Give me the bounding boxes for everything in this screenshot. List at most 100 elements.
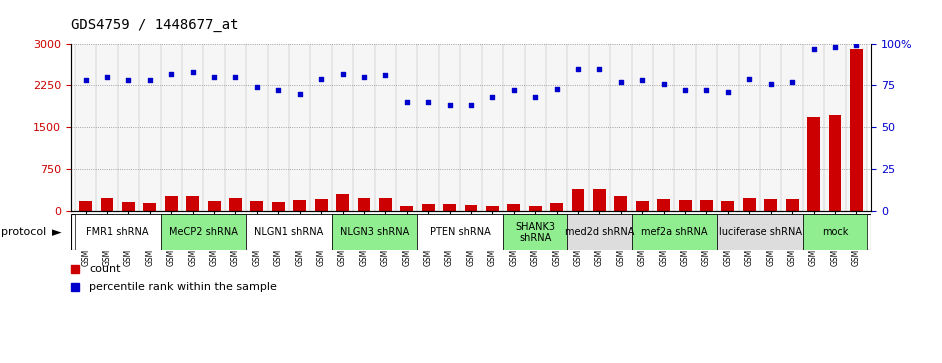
Point [335,71,350,77]
Text: count: count [89,264,121,274]
Point [100,74,115,80]
Text: med2d shRNA: med2d shRNA [565,227,634,237]
Bar [311,44,332,211]
Bar [353,44,375,211]
Bar [118,44,139,211]
Bar [396,44,417,211]
Bar [550,203,563,211]
Bar [700,200,713,211]
Text: GDS4759 / 1448677_at: GDS4759 / 1448677_at [71,18,238,32]
Bar [786,199,799,211]
Bar [717,44,739,211]
Bar [182,44,203,211]
Bar [229,198,242,211]
Bar [422,204,434,211]
FancyBboxPatch shape [503,214,567,250]
FancyBboxPatch shape [717,214,803,250]
Bar [653,44,674,211]
Bar [143,203,156,211]
FancyBboxPatch shape [803,214,867,250]
Bar [508,204,520,211]
Text: percentile rank within the sample: percentile rank within the sample [89,282,277,292]
Text: luciferase shRNA: luciferase shRNA [719,227,802,237]
Point [549,86,564,91]
Bar [696,44,717,211]
Bar [289,44,311,211]
Point [806,46,821,52]
Bar [375,44,396,211]
Point [142,77,157,83]
Text: protocol: protocol [1,227,46,237]
Bar [96,44,118,211]
Text: NLGN1 shRNA: NLGN1 shRNA [254,227,324,237]
Bar [572,189,584,211]
Bar [246,44,268,211]
Point [164,71,179,77]
Point [763,81,778,86]
Point [785,79,800,85]
Point [613,79,628,85]
Text: SHANK3
shRNA: SHANK3 shRNA [515,221,555,243]
Bar [293,200,306,211]
Point [741,76,756,82]
Point [592,66,607,72]
Point [528,94,543,100]
FancyBboxPatch shape [246,214,332,250]
FancyBboxPatch shape [567,214,631,250]
Bar [79,200,92,211]
Point [78,77,93,83]
Bar [443,204,456,211]
Bar [439,44,461,211]
Bar [824,44,846,211]
Bar [417,44,439,211]
Bar [315,199,328,211]
Bar [829,115,841,211]
Point [270,87,285,93]
Point [121,77,136,83]
FancyBboxPatch shape [75,214,160,250]
Point [635,77,650,83]
Bar [481,44,503,211]
Bar [187,196,199,211]
FancyBboxPatch shape [417,214,503,250]
Text: PTEN shRNA: PTEN shRNA [430,227,491,237]
Point [399,99,414,105]
Point [571,66,586,72]
Bar [358,198,370,211]
Point [699,87,714,93]
Bar [122,201,135,211]
Point [228,74,243,80]
Bar [165,196,178,211]
Bar [528,205,542,211]
Bar [678,200,691,211]
Point [849,42,864,48]
Bar [760,44,782,211]
Bar [268,44,289,211]
Text: FMR1 shRNA: FMR1 shRNA [87,227,149,237]
Point [827,44,842,50]
Bar [503,44,525,211]
Text: NLGN3 shRNA: NLGN3 shRNA [340,227,409,237]
Point [442,102,457,108]
Bar [743,198,755,211]
Bar [636,200,649,211]
Bar [782,44,803,211]
Point [657,81,672,86]
Bar [203,44,225,211]
Text: MeCP2 shRNA: MeCP2 shRNA [169,227,237,237]
Bar [807,117,820,211]
Bar [486,206,499,211]
Bar [610,44,631,211]
Bar [160,44,182,211]
Bar [207,200,220,211]
Point [356,74,371,80]
Point [421,99,436,105]
Bar [631,44,653,211]
Point [292,91,307,97]
Bar [525,44,546,211]
Point [463,102,479,108]
Bar [593,189,606,211]
Bar [75,44,96,211]
Bar [674,44,696,211]
Bar [722,201,735,211]
